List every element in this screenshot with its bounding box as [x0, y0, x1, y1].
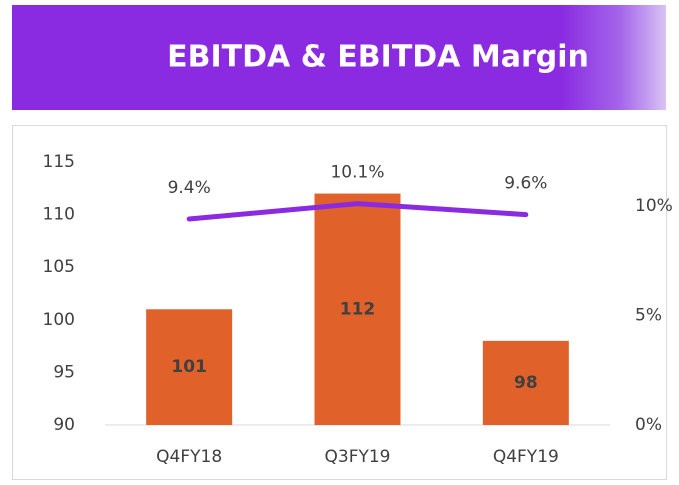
y-tick-label: 105 [43, 257, 75, 277]
bar-value-label: 112 [340, 299, 376, 319]
bar-value-label: 101 [171, 357, 207, 377]
line-value-label: 9.6% [504, 174, 547, 194]
bar-value-label: 98 [514, 373, 538, 393]
y-tick-label: 100 [43, 310, 75, 330]
line [186, 201, 529, 222]
bar [314, 193, 401, 425]
y2-tick-label: 5% [635, 305, 662, 325]
x-tick-label: Q4FY19 [493, 447, 559, 467]
y2-tick-label: 0% [635, 415, 662, 435]
line-value-label: 10.1% [330, 163, 384, 183]
title-banner [12, 5, 666, 110]
x-tick-label: Q4FY18 [156, 447, 222, 467]
chart-title: EBITDA & EBITDA Margin [167, 40, 589, 75]
y-tick-label: 115 [43, 152, 75, 172]
y-tick-label: 95 [53, 362, 75, 382]
bar [146, 309, 233, 425]
plot-frame [12, 125, 667, 480]
y-tick-label: 110 [43, 205, 75, 225]
y2-tick-label: 10% [635, 196, 673, 216]
x-tick-label: Q3FY19 [325, 447, 391, 467]
y-tick-label: 90 [53, 415, 75, 435]
line-value-label: 9.4% [168, 178, 211, 198]
bar [482, 340, 569, 425]
